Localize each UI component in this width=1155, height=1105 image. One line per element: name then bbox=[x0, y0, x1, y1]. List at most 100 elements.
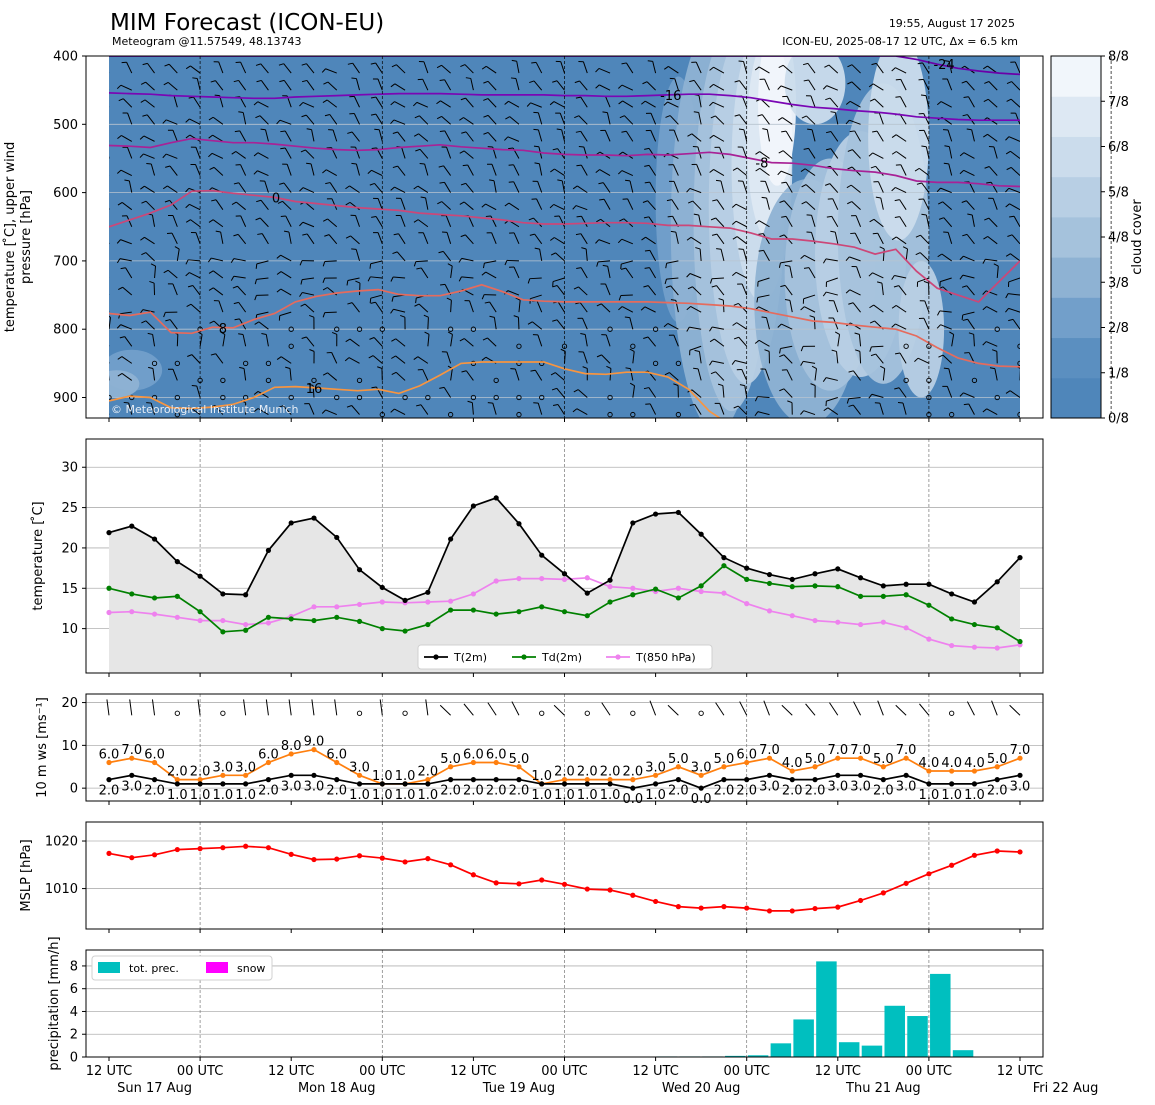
colorbar-tick-label: 0/8 bbox=[1108, 412, 1129, 427]
wind-barb-flag bbox=[914, 167, 920, 172]
wind-barb bbox=[311, 129, 315, 142]
mslp-point bbox=[584, 886, 590, 892]
wind-barb-flag bbox=[777, 170, 782, 176]
wind-barb bbox=[260, 199, 269, 210]
wind-barb-flag bbox=[504, 202, 510, 207]
wind-barb bbox=[378, 129, 383, 142]
wind-barb bbox=[485, 271, 497, 279]
gust-data-label: 5.0 bbox=[873, 752, 894, 767]
wind-barb bbox=[852, 302, 861, 313]
wind-barb bbox=[325, 169, 337, 176]
wind-barb-flag bbox=[278, 48, 282, 50]
speed-data-label: 2.0 bbox=[782, 784, 803, 799]
wind-barb bbox=[147, 63, 155, 74]
wind-barb bbox=[971, 214, 975, 227]
wind-barb bbox=[212, 134, 224, 142]
wind-series-point bbox=[766, 772, 773, 778]
wind-barb-flag bbox=[781, 130, 787, 133]
wind-barb bbox=[109, 361, 110, 364]
wind-barb-flag bbox=[254, 321, 260, 325]
wind-barb-flag bbox=[551, 387, 557, 391]
wind-barb-flag bbox=[465, 44, 470, 45]
wind-barb bbox=[106, 699, 110, 716]
speed-data-label: 1.0 bbox=[919, 788, 940, 803]
wind-barb-flag bbox=[447, 331, 453, 335]
calm-circle bbox=[1017, 360, 1020, 367]
wind-barb bbox=[450, 368, 453, 381]
wind-barb-flag bbox=[345, 338, 351, 343]
wind-barb bbox=[991, 700, 998, 716]
wind-barb-flag bbox=[961, 314, 964, 320]
wind-barb bbox=[326, 99, 338, 108]
wind-barb-flag bbox=[848, 370, 854, 373]
gust-data-label: 3.0 bbox=[235, 760, 256, 775]
wind-barb bbox=[109, 345, 110, 347]
gust-data-label: 9.0 bbox=[304, 735, 325, 750]
wind-barb-flag bbox=[346, 280, 349, 286]
wind-barb bbox=[445, 215, 452, 227]
series-point-t2m bbox=[721, 555, 727, 561]
wind-barb-flag bbox=[118, 98, 124, 102]
calm-circle bbox=[265, 377, 272, 384]
wind-barb-flag bbox=[809, 315, 815, 318]
wind-barb bbox=[302, 187, 315, 194]
wind-barb-flag bbox=[400, 314, 406, 318]
wind-series-point bbox=[903, 755, 909, 761]
wind-barb bbox=[849, 289, 861, 296]
wind-barb bbox=[109, 207, 110, 210]
wind-barb bbox=[692, 286, 702, 296]
wind-barb-flag bbox=[234, 318, 240, 321]
wind-barb-flag bbox=[460, 64, 466, 67]
wind-barb-flag bbox=[300, 149, 306, 153]
wind-barb bbox=[444, 182, 452, 193]
wind-barb-flag bbox=[163, 269, 169, 274]
wind-barb-flag bbox=[596, 261, 599, 267]
x-day-label: Wed 20 Aug bbox=[662, 1081, 741, 1096]
wind-barb bbox=[811, 129, 816, 142]
wind-barb bbox=[804, 168, 816, 176]
wind-barb-flag bbox=[301, 336, 307, 339]
wind-barb-flag bbox=[803, 267, 810, 269]
wind-barb bbox=[507, 290, 520, 296]
wind-barb-flag bbox=[278, 63, 284, 66]
wind-barb-flag bbox=[936, 101, 942, 106]
wind-barb bbox=[948, 163, 953, 176]
series-point-td2m bbox=[311, 617, 317, 624]
wind-barb-flag bbox=[983, 236, 988, 240]
wind-barb-flag bbox=[868, 272, 873, 277]
wind-barb-flag bbox=[824, 64, 830, 68]
wind-barb bbox=[948, 146, 953, 159]
wind-barb-flag bbox=[370, 301, 376, 304]
wind-barb-flag bbox=[299, 292, 303, 297]
wind-barb-flag bbox=[280, 130, 286, 133]
wind-barb bbox=[786, 96, 793, 108]
wind-barb-flag bbox=[253, 408, 259, 412]
mslp-point bbox=[174, 846, 180, 853]
wind-series-point bbox=[698, 785, 704, 791]
wind-barb bbox=[923, 198, 930, 210]
wind-barb-flag bbox=[732, 167, 738, 171]
wind-barb bbox=[211, 257, 223, 262]
wind-barb bbox=[561, 129, 565, 142]
wind-barb-flag bbox=[572, 408, 578, 413]
wind-barb bbox=[267, 56, 269, 57]
wind-series-point bbox=[174, 781, 180, 787]
wind-barb bbox=[233, 258, 246, 262]
wind-barb-flag bbox=[324, 114, 330, 117]
wind-barb-flag bbox=[231, 151, 237, 155]
wind-barb-flag bbox=[573, 286, 579, 290]
wind-barb-flag bbox=[574, 80, 580, 84]
wind-barb-flag bbox=[670, 230, 676, 233]
wind-barb-flag bbox=[959, 169, 964, 175]
wind-barb bbox=[449, 56, 451, 57]
speed-data-label: 1.0 bbox=[418, 788, 439, 803]
wind-barb-flag bbox=[233, 79, 239, 83]
wind-barb bbox=[171, 232, 178, 245]
wind-barb-flag bbox=[803, 147, 809, 150]
wind-barb-flag bbox=[483, 114, 489, 118]
calm-circle bbox=[607, 394, 613, 401]
wind-barb-flag bbox=[208, 134, 213, 139]
wind-barb-flag bbox=[779, 354, 785, 358]
series-point-td2m bbox=[516, 609, 522, 615]
